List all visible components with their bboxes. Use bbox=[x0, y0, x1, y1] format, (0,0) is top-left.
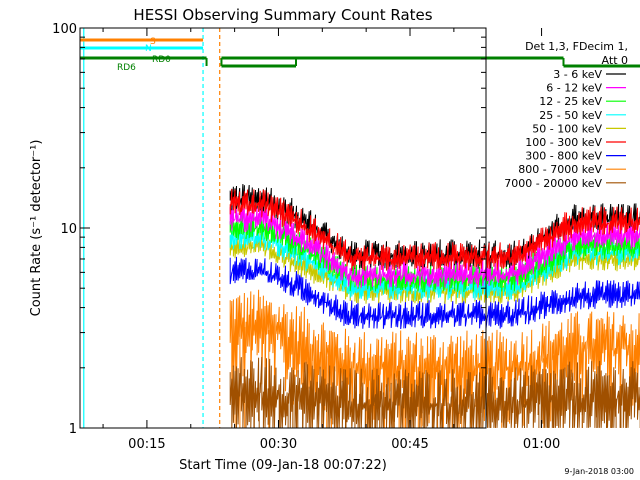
flag-label-rd0: RD0 bbox=[152, 55, 171, 65]
legend-label-8: 7000 - 20000 keV bbox=[504, 177, 602, 190]
legend-label-7: 800 - 7000 keV bbox=[518, 163, 602, 176]
x-tick-label-1: 00:30 bbox=[260, 437, 297, 452]
series-trace-6 bbox=[229, 256, 640, 330]
legend-label-6: 300 - 800 keV bbox=[525, 150, 602, 163]
legend-title-line-1: Att 0 bbox=[602, 54, 628, 67]
x-tick-label-0: 00:15 bbox=[128, 437, 165, 452]
series-path-8 bbox=[229, 356, 640, 428]
series-path-1 bbox=[229, 203, 640, 288]
series-trace-1 bbox=[229, 203, 640, 288]
legend-title-line-0: Det 1,3, FDecim 1, bbox=[525, 40, 628, 53]
legend-label-3: 25 - 50 keV bbox=[539, 109, 602, 122]
series-path-5 bbox=[229, 188, 640, 272]
y-axis-label: Count Rate (s⁻¹ detector⁻¹) bbox=[29, 140, 44, 317]
series-path-7 bbox=[229, 289, 640, 428]
x-tick-label-2: 00:45 bbox=[391, 437, 428, 452]
y-tick-label-2: 100 bbox=[52, 22, 77, 37]
series-trace-8 bbox=[229, 356, 640, 428]
x-axis-label: Start Time (09-Jan-18 00:07:22) bbox=[179, 458, 387, 473]
axes-layer: 00:1500:3000:4501:0001:1501:3001:4511010… bbox=[52, 22, 560, 452]
legend-label-5: 100 - 300 keV bbox=[525, 136, 602, 149]
legend-label-1: 6 - 12 keV bbox=[546, 82, 602, 95]
legend-label-2: 12 - 25 keV bbox=[539, 95, 602, 108]
footer-date: 9-Jan-2018 03:00 bbox=[564, 467, 634, 476]
chart-title: HESSI Observing Summary Count Rates bbox=[133, 6, 432, 24]
series-path-6 bbox=[229, 256, 640, 330]
flag-label-n: N bbox=[145, 44, 152, 54]
flag-label-rd6: RD6 bbox=[117, 63, 136, 73]
series-trace-5 bbox=[229, 188, 640, 272]
legend-label-0: 3 - 6 keV bbox=[553, 68, 602, 81]
flag-label-s: S bbox=[150, 37, 156, 47]
legend-label-4: 50 - 100 keV bbox=[532, 122, 602, 135]
y-tick-label-1: 10 bbox=[60, 222, 77, 237]
y-tick-label-0: 1 bbox=[69, 422, 77, 437]
series-dropouts-8 bbox=[253, 392, 640, 428]
x-tick-label-3: 01:00 bbox=[523, 437, 560, 452]
